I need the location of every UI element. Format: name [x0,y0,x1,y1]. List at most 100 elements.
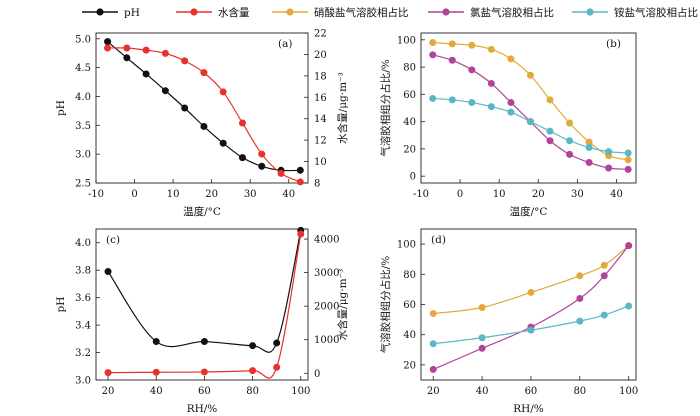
data-point [624,149,632,157]
x-tick-label: 20 [205,189,218,200]
data-point [468,66,476,74]
data-point [104,44,112,52]
y-axis-label: 气溶胶相组分占比/% [379,256,392,354]
panel-label: (d) [431,234,446,246]
panel-3: 20 40 60 80 100 3.0 3.2 3.4 3.6 3.8 4.0 0 1000 2000 30… [55,226,349,415]
y-tick-label: 60 [403,300,416,311]
x-tick-label: 60 [198,386,211,397]
x-tick-label: 10 [493,189,506,200]
data-point [527,326,535,334]
y-tick-label: 100 [397,240,416,251]
x-tick-label: 80 [573,386,586,397]
panel-label: (a) [278,38,292,50]
data-point [258,150,266,158]
plot-frame [95,32,309,184]
y2-tick-label: 20 [314,50,327,61]
series-line [433,245,630,315]
y-tick-label: 4.0 [75,92,91,103]
legend-marker [190,8,198,16]
data-point [296,166,304,174]
y2-tick-label: 3000 [314,268,339,279]
y-tick-label: 80 [403,270,416,281]
data-point [507,99,515,107]
y-axis-label: pH [55,297,67,313]
data-point [296,178,304,186]
y2-tick-label: 4000 [314,235,339,246]
x-tick-label: 20 [102,386,115,397]
data-point [600,311,608,319]
y-tick-label: 3.2 [75,348,91,359]
y-tick-label: 100 [397,35,416,46]
plot-frame [95,228,309,381]
series-line [107,47,301,183]
y-tick-label: 40 [403,117,416,128]
y-tick-label: 20 [403,360,416,371]
data-point [625,242,633,250]
data-point [478,344,486,352]
data-point [123,54,131,62]
data-point [249,342,257,350]
data-point [181,104,189,112]
data-point [468,99,476,107]
data-point [429,51,437,59]
x-tick-label: -10 [413,189,429,200]
x-tick-label: 0 [131,189,137,200]
x-tick-label: 80 [246,386,259,397]
y2-tick-label: 22 [314,29,327,40]
y2-tick-label: 12 [314,136,327,147]
data-point [142,70,150,78]
data-point [566,119,574,127]
data-point [625,302,633,310]
x-tick-label: 30 [571,189,584,200]
x-tick-label: 0 [457,189,463,200]
data-point [487,45,495,53]
y2-tick-label: 10 [314,157,327,168]
data-point [238,119,246,127]
data-point [238,154,246,162]
plot-frame [420,228,637,381]
data-point [624,156,632,164]
data-point [478,334,486,342]
data-point [624,165,632,173]
x-tick-label: 100 [291,386,310,397]
data-point [585,144,593,152]
data-point [576,294,584,302]
x-tick-label: 40 [610,189,623,200]
data-point [487,79,495,87]
data-point [448,96,456,104]
data-point [600,261,608,269]
data-point [429,365,437,373]
legend-label: 铵盐气溶胶相占比 [614,6,698,19]
y-tick-label: 3.0 [75,376,91,387]
data-point [123,44,131,52]
panel-2: -10 0 10 20 30 40 0 20 40 60 80 100 温度/°C 气溶胶相组分占比/% (… [379,32,637,218]
series-line [432,97,629,154]
data-point [161,87,169,95]
data-point [448,40,456,48]
data-point [219,88,227,96]
data-point [605,148,613,156]
legend-marker [96,8,104,16]
legend-label: 水含量 [218,6,250,19]
data-point [585,138,593,146]
data-point [507,108,515,116]
y2-tick-label: 0 [314,369,320,380]
legend-label: pH [124,7,140,19]
y2-tick-label: 16 [314,93,327,104]
y-axis-label: 气溶胶相组分占比/% [379,59,392,157]
data-point [448,56,456,64]
x-tick-label: 60 [525,386,538,397]
legend-marker [442,8,450,16]
data-point [487,103,495,111]
data-point [273,339,281,347]
data-point [277,169,285,177]
y2-tick-label: 8 [314,179,320,190]
data-point [200,368,208,376]
y-tick-label: 40 [403,330,416,341]
data-point [576,272,584,280]
y-tick-label: 20 [403,144,416,155]
data-point [200,69,208,77]
data-point [546,127,554,135]
data-point [478,304,486,312]
